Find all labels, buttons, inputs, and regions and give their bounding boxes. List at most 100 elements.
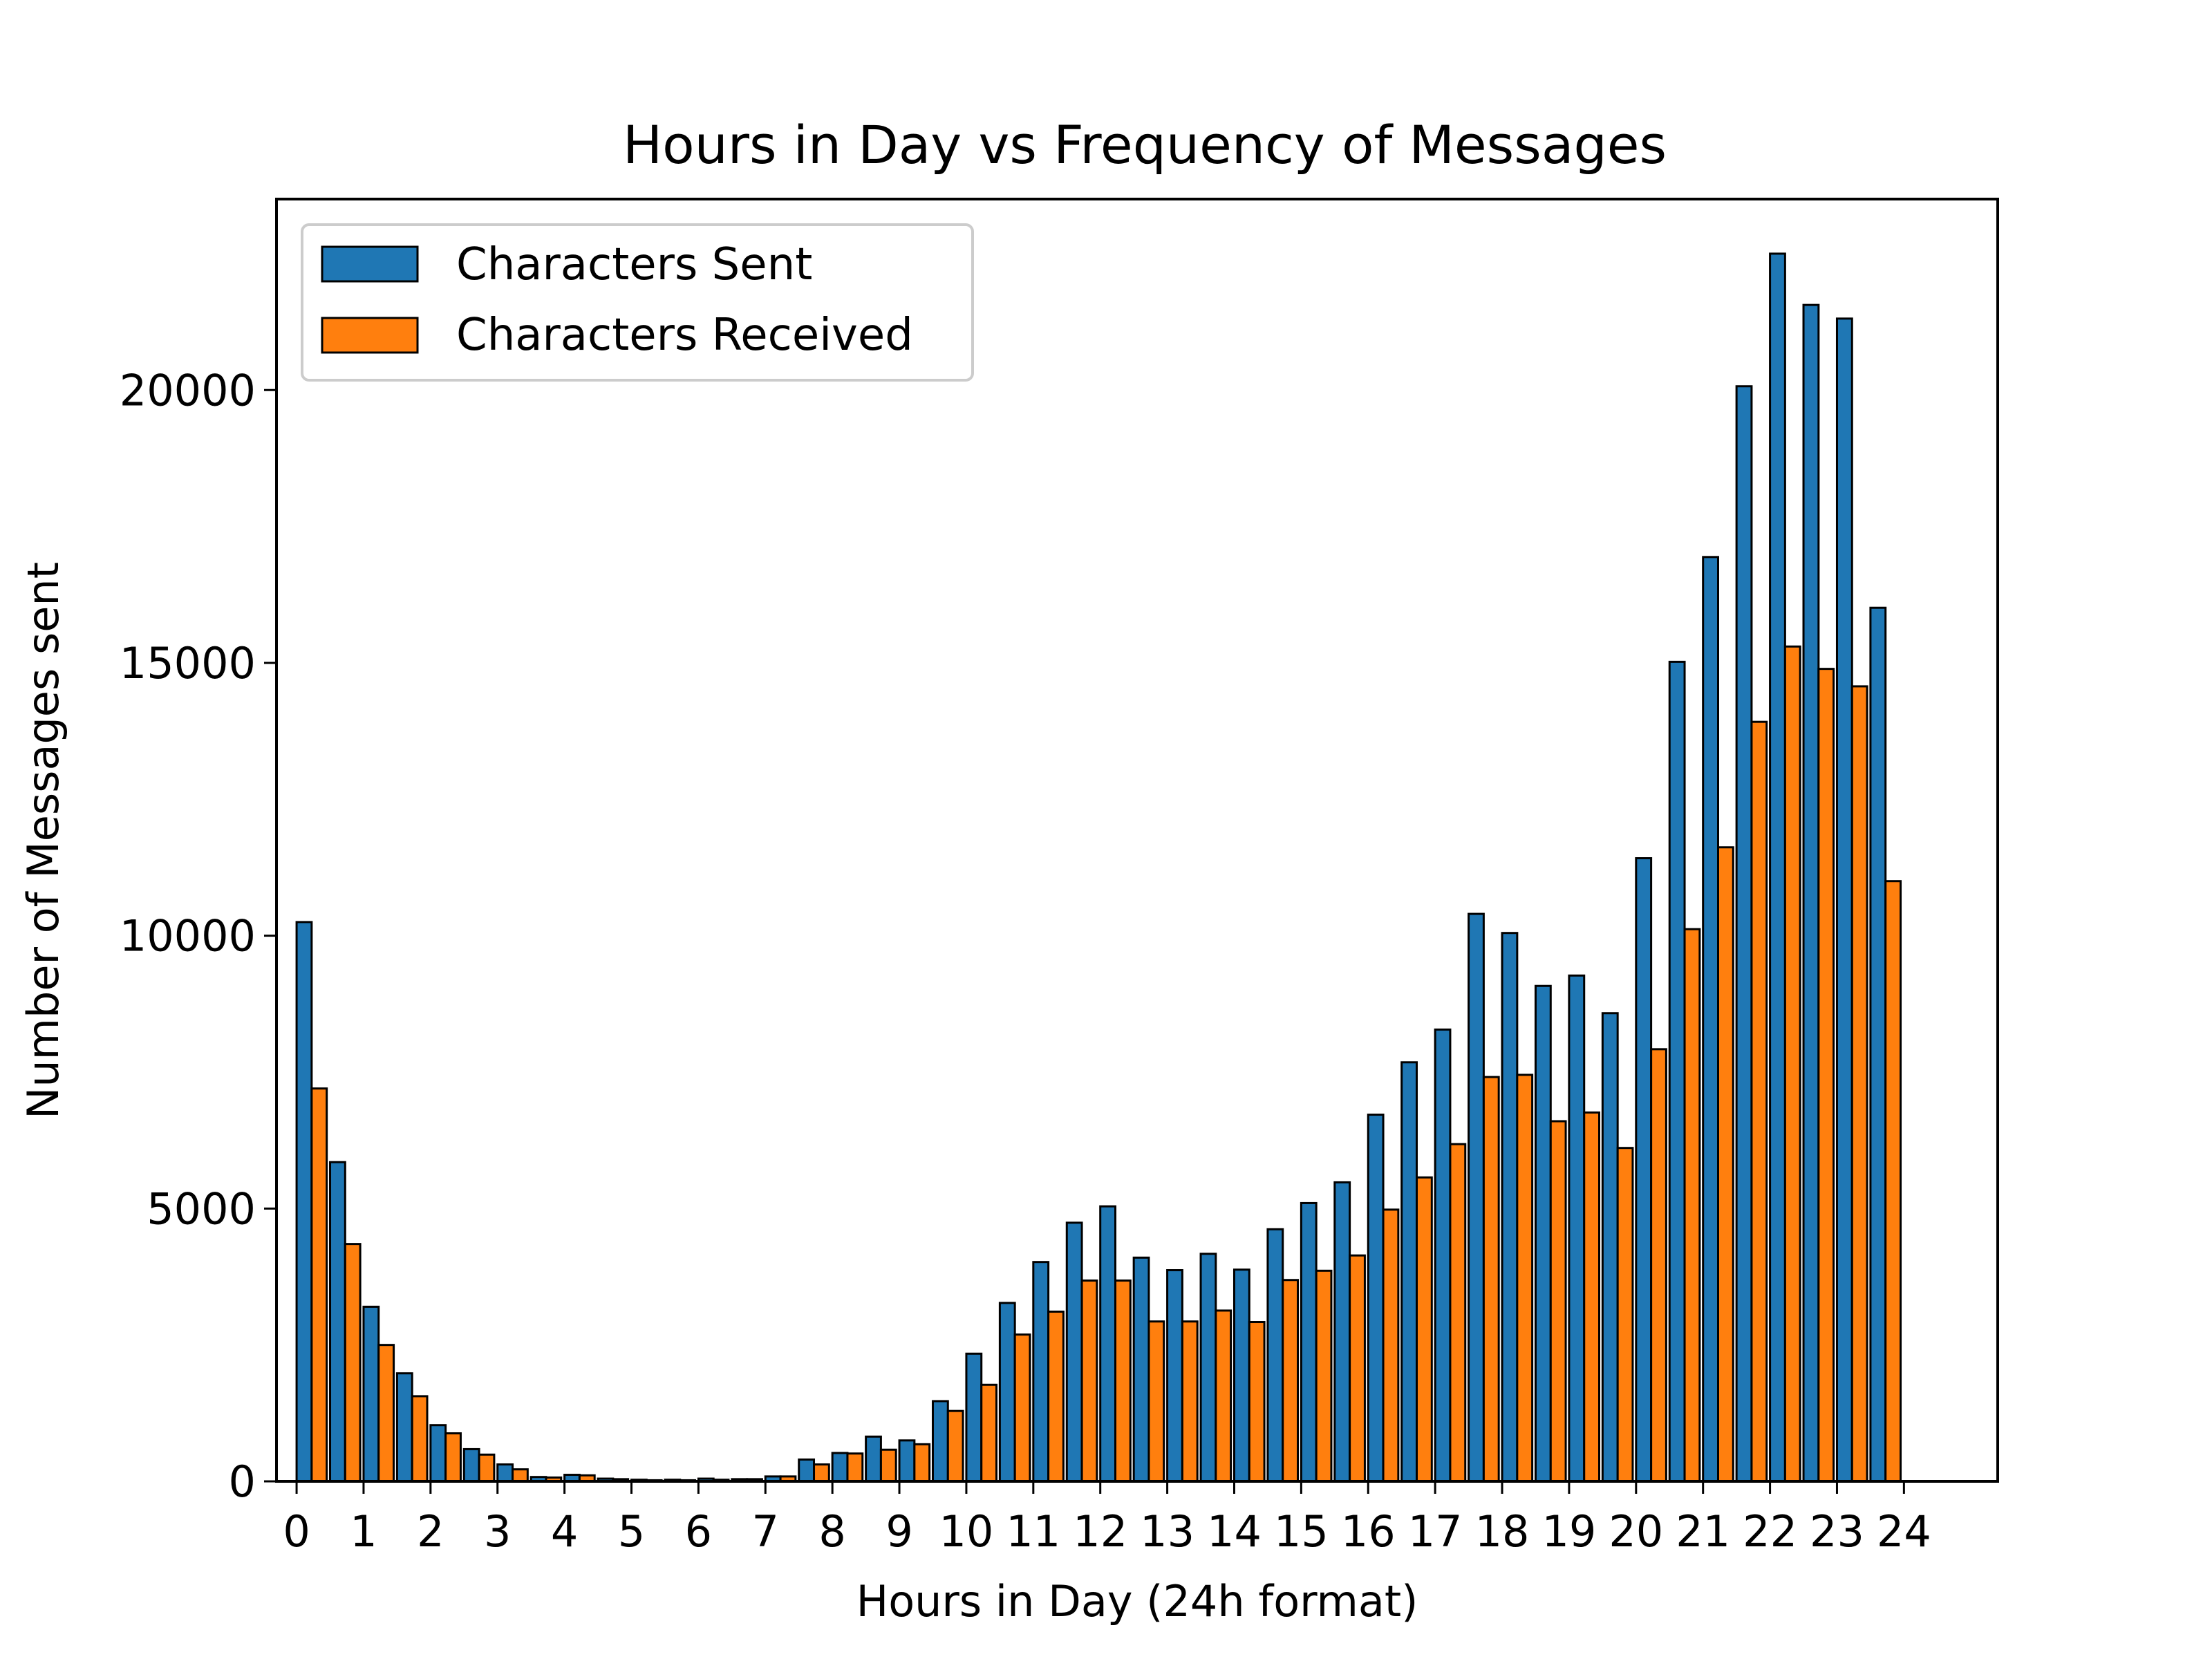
bar-characters-sent — [1802, 303, 1820, 1483]
x-tick-label: 14 — [1207, 1506, 1262, 1557]
x-tick-label: 16 — [1341, 1506, 1396, 1557]
bar-characters-sent — [429, 1424, 447, 1483]
bar-characters-sent — [1266, 1228, 1284, 1483]
bar-characters-sent — [1132, 1256, 1150, 1483]
bar-characters-received — [444, 1432, 462, 1483]
bar-characters-received — [846, 1452, 864, 1483]
y-tick-label: 15000 — [120, 638, 256, 688]
bar-characters-received — [1080, 1280, 1098, 1483]
bar-characters-received — [1549, 1120, 1567, 1483]
x-tick-label: 23 — [1810, 1506, 1864, 1557]
bar-characters-sent — [1333, 1181, 1351, 1483]
bar-characters-sent — [1199, 1253, 1217, 1483]
bar-characters-received — [980, 1383, 998, 1483]
x-tick-label: 10 — [939, 1506, 993, 1557]
x-tick-label: 20 — [1609, 1506, 1663, 1557]
bar-characters-received — [478, 1453, 496, 1483]
bar-characters-sent — [965, 1352, 983, 1483]
bar-characters-sent — [1568, 974, 1586, 1483]
bar-characters-sent — [1869, 606, 1887, 1483]
bar-characters-sent — [898, 1439, 916, 1483]
bar-characters-sent — [1835, 317, 1853, 1483]
bar-characters-received — [1482, 1076, 1500, 1483]
bar-characters-sent — [931, 1400, 949, 1483]
legend-label-characters-sent: Characters Sent — [456, 239, 812, 290]
x-tick-label: 11 — [1006, 1506, 1060, 1557]
x-tick-label: 17 — [1408, 1506, 1463, 1557]
bar-characters-received — [1583, 1111, 1601, 1483]
bar-characters-received — [1047, 1311, 1065, 1483]
y-axis-ticks: 0 5000 10000 15000 20000 — [120, 365, 276, 1507]
bar-characters-sent — [998, 1302, 1016, 1483]
bar-characters-received — [1416, 1176, 1433, 1483]
bar-characters-received — [1013, 1333, 1031, 1483]
bar-characters-sent — [496, 1463, 514, 1483]
bar-characters-received — [1650, 1048, 1667, 1483]
bar-characters-received — [344, 1243, 362, 1483]
x-tick-label: 8 — [818, 1506, 845, 1557]
bar-characters-sent — [1166, 1269, 1183, 1483]
legend-label-characters-received: Characters Received — [456, 310, 913, 361]
legend: Characters Sent Characters Received — [301, 223, 974, 382]
bar-characters-received — [1282, 1279, 1300, 1483]
bar-characters-received — [1616, 1147, 1634, 1483]
legend-swatch-characters-received — [321, 317, 419, 354]
y-tick-label: 0 — [229, 1456, 256, 1507]
chart-title: Hours in Day vs Frequency of Messages — [623, 114, 1667, 176]
bar-characters-received — [1315, 1269, 1333, 1483]
x-tick-label: 19 — [1541, 1506, 1596, 1557]
bar-characters-received — [813, 1463, 830, 1483]
bar-characters-received — [1215, 1309, 1232, 1483]
x-tick-label: 6 — [685, 1506, 712, 1557]
bar-characters-received — [913, 1443, 931, 1483]
bar-characters-sent — [798, 1458, 816, 1483]
x-tick-label: 4 — [551, 1506, 578, 1557]
bar-characters-sent — [1769, 252, 1786, 1483]
y-tick-label: 20000 — [120, 365, 256, 415]
bar-characters-sent — [1702, 556, 1719, 1483]
bar-characters-received — [310, 1087, 328, 1483]
x-tick-label: 24 — [1877, 1506, 1931, 1557]
bar-characters-sent — [1367, 1114, 1385, 1483]
y-tick-label: 10000 — [120, 911, 256, 962]
bar-characters-sent — [1601, 1012, 1619, 1483]
bar-characters-received — [1717, 846, 1734, 1483]
bar-characters-received — [1850, 685, 1868, 1483]
bar-characters-received — [1248, 1321, 1266, 1483]
series-characters-received — [310, 645, 1902, 1483]
x-tick-label: 2 — [417, 1506, 444, 1557]
x-tick-label: 7 — [752, 1506, 779, 1557]
bar-characters-sent — [462, 1447, 480, 1483]
bar-characters-sent — [1232, 1268, 1250, 1483]
bar-characters-sent — [1635, 857, 1653, 1483]
x-tick-label: 21 — [1676, 1506, 1730, 1557]
bar-characters-sent — [1065, 1221, 1083, 1483]
bar-characters-sent — [1468, 912, 1485, 1483]
legend-swatch-characters-sent — [321, 245, 419, 283]
bar-characters-received — [1114, 1280, 1132, 1483]
y-tick-label: 5000 — [147, 1183, 256, 1234]
x-tick-label: 0 — [283, 1506, 310, 1557]
bar-characters-sent — [1434, 1028, 1452, 1483]
x-tick-label: 13 — [1140, 1506, 1194, 1557]
bar-characters-sent — [1668, 660, 1686, 1483]
x-axis-label: Hours in Day (24h format) — [856, 1576, 1418, 1627]
legend-box — [301, 223, 974, 382]
bar-characters-received — [1349, 1254, 1366, 1483]
plot-frame — [275, 198, 1999, 1483]
bars-layer — [295, 252, 1902, 1483]
bar-characters-received — [377, 1344, 395, 1483]
bar-characters-sent — [831, 1452, 849, 1483]
x-tick-label: 3 — [484, 1506, 511, 1557]
bar-characters-sent — [329, 1161, 346, 1483]
bar-characters-sent — [295, 921, 313, 1483]
bar-characters-received — [1147, 1320, 1165, 1483]
bar-characters-sent — [1400, 1061, 1418, 1483]
x-tick-label: 5 — [618, 1506, 645, 1557]
bar-characters-received — [879, 1448, 897, 1483]
x-axis-ticks: 0 1 2 3 4 5 6 7 8 9 10 11 12 13 14 15 16 17 18 19 20 21 22 23 24 — [283, 1481, 1931, 1557]
bar-characters-received — [512, 1468, 529, 1483]
bar-characters-sent — [1534, 984, 1552, 1483]
x-tick-label: 18 — [1475, 1506, 1530, 1557]
